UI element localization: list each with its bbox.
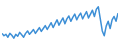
chart <box>0 0 120 45</box>
plot-area <box>2 7 118 38</box>
line-series <box>2 7 118 38</box>
